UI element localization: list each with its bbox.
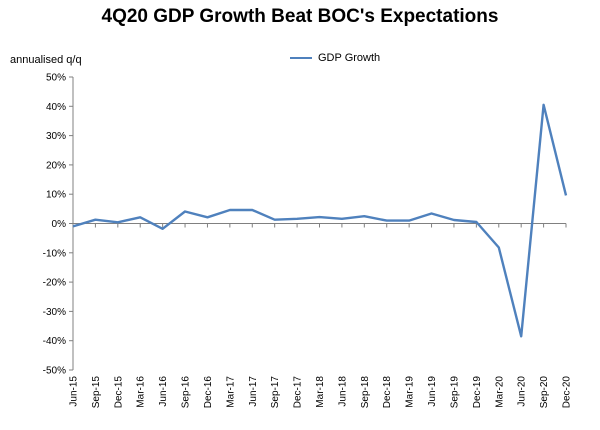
y-tick-label: 50% bbox=[46, 73, 66, 84]
series-line bbox=[72, 103, 568, 338]
x-tick-label: Dec-18 bbox=[382, 376, 393, 409]
x-tick-label: Dec-16 bbox=[203, 376, 214, 409]
x-tick-label: Jun-17 bbox=[248, 376, 259, 407]
y-tick-label: -20% bbox=[43, 278, 66, 289]
x-tick-label: Sep-16 bbox=[181, 376, 192, 409]
x-tick-label: Dec-15 bbox=[113, 376, 124, 409]
chart-title: 4Q20 GDP Growth Beat BOC's Expectations bbox=[101, 6, 499, 27]
x-tick-label: Dec-19 bbox=[472, 376, 483, 409]
x-tick-label: Sep-19 bbox=[449, 376, 460, 409]
y-tick-label: 10% bbox=[46, 190, 66, 201]
x-tick-label: Dec-20 bbox=[562, 376, 573, 409]
y-tick-label: -10% bbox=[43, 248, 66, 259]
y-tick-label: -50% bbox=[43, 366, 66, 377]
y-tick-label: 40% bbox=[46, 102, 66, 113]
x-tick-label: Sep-18 bbox=[360, 376, 371, 409]
x-tick-label: Mar-18 bbox=[315, 376, 326, 408]
y-tick-labels: 50% 40% 30% 20% 10% 0% -10% -20% -30% -40% -50% bbox=[43, 73, 66, 377]
x-tick-label: Jun-19 bbox=[427, 376, 438, 407]
legend-swatch bbox=[290, 57, 312, 59]
x-tick-label: Mar-17 bbox=[225, 376, 236, 408]
x-tick-label: Sep-17 bbox=[270, 376, 281, 409]
y-axis-label: annualised q/q bbox=[10, 54, 82, 66]
x-tick-label: Mar-16 bbox=[136, 376, 147, 408]
x-tick-label: Jun-16 bbox=[158, 376, 169, 407]
y-tick-label: 30% bbox=[46, 131, 66, 142]
y-tick-label: -40% bbox=[43, 336, 66, 347]
y-tick-label: -30% bbox=[43, 307, 66, 318]
x-tick-label: Mar-20 bbox=[494, 376, 505, 408]
x-tick-label: Jun-15 bbox=[69, 376, 80, 407]
series-layer bbox=[72, 103, 568, 338]
legend-label: GDP Growth bbox=[318, 52, 381, 64]
legend: GDP Growth bbox=[290, 52, 380, 64]
x-tick-label: Sep-20 bbox=[539, 376, 550, 409]
x-tick-label: Sep-15 bbox=[91, 376, 102, 409]
x-tick-label: Jun-18 bbox=[337, 376, 348, 407]
x-tick-label: Mar-19 bbox=[405, 376, 416, 408]
x-tick-label: Jun-20 bbox=[517, 376, 528, 407]
y-tick-label: 20% bbox=[46, 160, 66, 171]
axes bbox=[69, 76, 567, 371]
x-tick-label: Dec-17 bbox=[293, 376, 304, 409]
y-tick-label: 0% bbox=[52, 219, 67, 230]
x-tick-labels: Jun-15 Sep-15 Dec-15 Mar-16 Jun-16 Sep-16 Dec-… bbox=[69, 376, 573, 409]
